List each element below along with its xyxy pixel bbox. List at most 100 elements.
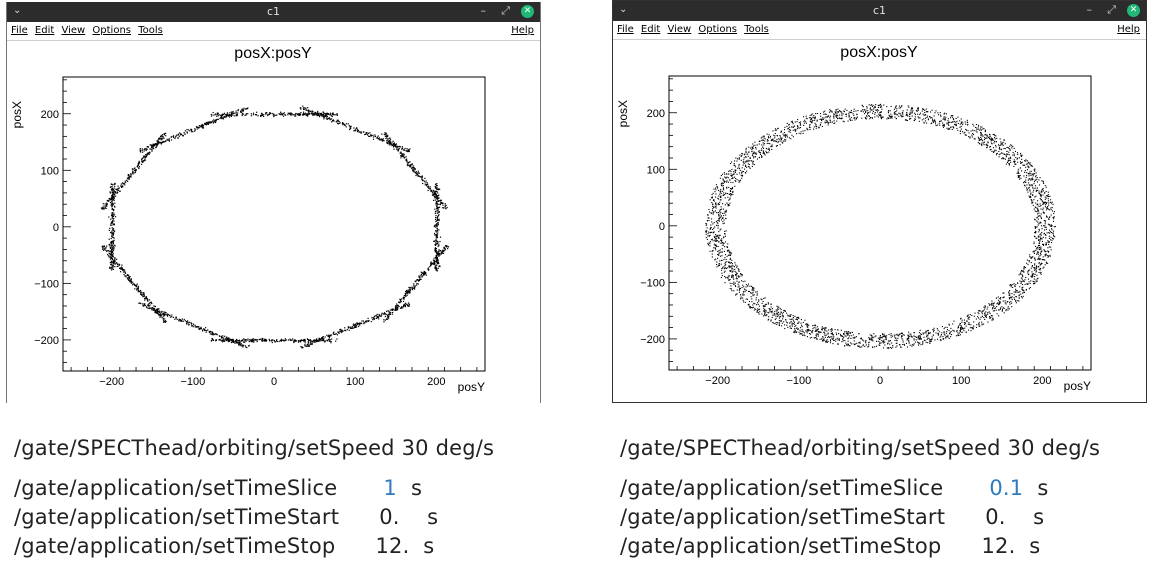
data-point [978,313,980,315]
data-point [143,148,145,151]
data-point [984,137,986,140]
data-point [768,151,770,153]
data-point [339,328,341,331]
menu-help[interactable]: Help [1117,24,1140,35]
data-point [981,323,983,325]
data-point [894,336,896,338]
data-point [711,253,713,255]
data-point [786,312,788,314]
data-point [1049,255,1051,257]
menu-tools[interactable]: Tools [744,24,769,35]
menu-edit[interactable]: Edit [640,24,661,35]
data-point [145,296,147,298]
data-point [128,276,130,278]
window-menu-icon[interactable]: ⌄ [13,5,22,16]
close-icon[interactable]: ✕ [521,5,534,18]
data-point [1017,153,1019,155]
menu-tools[interactable]: Tools [138,25,163,36]
data-point [1053,211,1055,213]
data-point [1015,302,1017,304]
plot-canvas-left[interactable]: posX:posY −200 −100 0 100 200 200 100 0 … [7,41,540,403]
plot-canvas-right[interactable]: posX:posY −200 −100 0 100 200 200 100 0 … [613,40,1146,402]
data-point [110,254,113,256]
data-point [951,121,953,124]
data-point [717,225,719,227]
data-point [910,109,912,111]
menu-options[interactable]: Options [698,24,737,35]
data-point [437,192,439,194]
data-point [874,116,876,118]
data-point [199,126,201,128]
data-point [712,205,714,207]
data-point [112,236,114,239]
data-point [206,122,208,124]
menu-view[interactable]: View [61,25,86,36]
data-point [879,337,881,339]
data-point [436,235,438,237]
window-menu-icon[interactable]: ⌄ [619,4,628,15]
data-point [132,173,134,175]
data-point [992,319,994,321]
data-point [709,250,711,252]
menu-help[interactable]: Help [511,25,534,36]
data-point [879,103,882,105]
data-point [1051,207,1053,209]
data-point [840,111,842,113]
data-point [728,251,730,253]
menu-edit[interactable]: Edit [34,25,55,36]
data-point [194,326,196,328]
minimize-icon[interactable]: – [480,4,487,17]
data-point [390,144,392,146]
data-point [225,113,227,116]
data-point [416,174,418,176]
minimize-icon[interactable]: – [1086,3,1093,16]
data-point [993,140,995,142]
data-point [919,338,921,340]
data-point [383,312,385,315]
data-point [192,326,194,328]
data-point [104,248,106,250]
data-point [417,174,419,176]
data-point [741,172,743,174]
data-point [234,342,236,344]
data-point [432,259,435,261]
data-point [166,313,168,315]
data-point [1031,185,1033,187]
title-bar[interactable]: ⌄ c1 – ⤢ ✕ [613,1,1146,21]
title-bar[interactable]: ⌄ c1 – ⤢ ✕ [7,2,540,22]
data-point [241,113,243,115]
data-point [881,116,883,118]
data-point [803,334,805,336]
maximize-icon[interactable]: ⤢ [1107,3,1116,16]
data-point [931,118,934,120]
data-point [157,311,159,313]
data-point [1029,163,1031,166]
menu-file[interactable]: File [617,24,634,35]
data-point [774,135,776,137]
data-point [240,340,242,342]
data-point [438,194,440,196]
maximize-icon[interactable]: ⤢ [501,4,510,17]
data-point [346,329,348,331]
data-point [946,122,948,124]
data-point [186,129,188,131]
menu-view[interactable]: View [667,24,692,35]
data-point [712,223,714,225]
data-point [1018,157,1020,159]
data-point [1002,141,1004,143]
data-point [871,105,873,108]
data-point [372,134,374,136]
menu-options[interactable]: Options [92,25,131,36]
data-point [395,305,397,307]
data-point [1013,283,1015,285]
data-point [720,263,722,265]
data-point [726,187,728,189]
data-point [322,339,324,341]
data-point [1009,284,1012,286]
data-point [441,251,443,253]
menu-file[interactable]: File [11,25,28,36]
data-point [778,323,780,325]
close-icon[interactable]: ✕ [1127,4,1140,17]
data-point [756,294,758,296]
data-point [964,131,966,133]
